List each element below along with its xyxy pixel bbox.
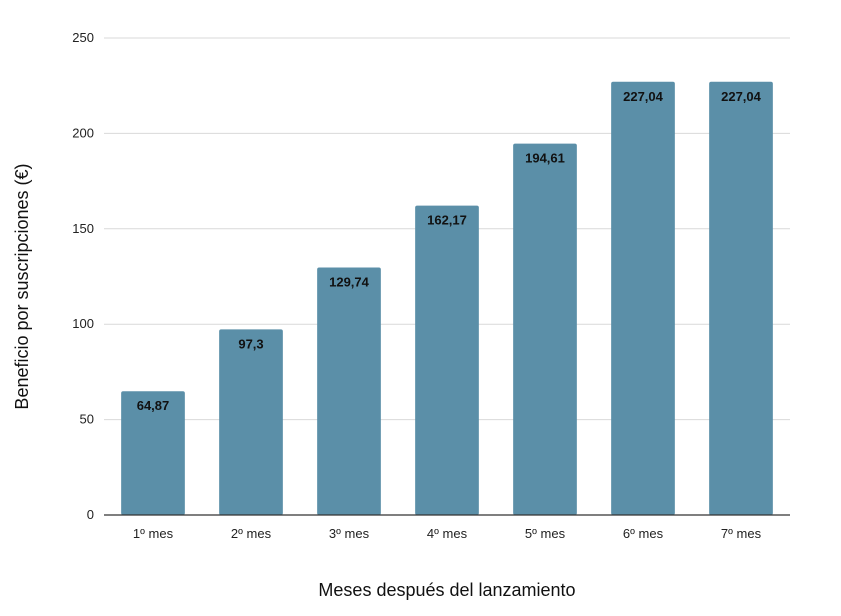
bar-data-label: 227,04 [721, 89, 762, 104]
x-axis-title: Meses después del lanzamiento [318, 580, 575, 600]
x-tick-label: 1º mes [133, 526, 174, 541]
y-tick-label: 250 [72, 30, 94, 45]
data-labels: 64,87 97,3 129,74 162,17 194,61 227,04 227,04 [137, 89, 762, 413]
y-axis-title: Beneficio por suscripciones (€) [12, 163, 32, 409]
bar-data-label: 64,87 [137, 398, 170, 413]
bar-data-label: 227,04 [623, 89, 664, 104]
x-tick-label: 5º mes [525, 526, 566, 541]
bar [709, 81, 773, 515]
bar [121, 391, 185, 515]
bar [415, 205, 479, 515]
x-axis-ticks: 1º mes 2º mes 3º mes 4º mes 5º mes 6º mes 7º m… [133, 526, 762, 541]
y-tick-label: 50 [80, 412, 94, 427]
x-tick-label: 2º mes [231, 526, 272, 541]
bar-data-label: 129,74 [329, 274, 370, 289]
y-tick-label: 0 [87, 507, 94, 522]
bar [317, 267, 381, 515]
x-tick-label: 4º mes [427, 526, 468, 541]
x-tick-label: 6º mes [623, 526, 664, 541]
bar-data-label: 194,61 [525, 151, 565, 166]
bars [121, 81, 773, 515]
bar [219, 329, 283, 515]
bar [513, 143, 577, 515]
bar [611, 81, 675, 515]
x-tick-label: 7º mes [721, 526, 762, 541]
bar-data-label: 97,3 [238, 336, 263, 351]
bar-data-label: 162,17 [427, 213, 467, 228]
x-tick-label: 3º mes [329, 526, 370, 541]
y-axis-ticks: 0 50 100 150 200 250 [72, 30, 94, 522]
y-tick-label: 150 [72, 221, 94, 236]
y-tick-label: 200 [72, 125, 94, 140]
y-tick-label: 100 [72, 316, 94, 331]
